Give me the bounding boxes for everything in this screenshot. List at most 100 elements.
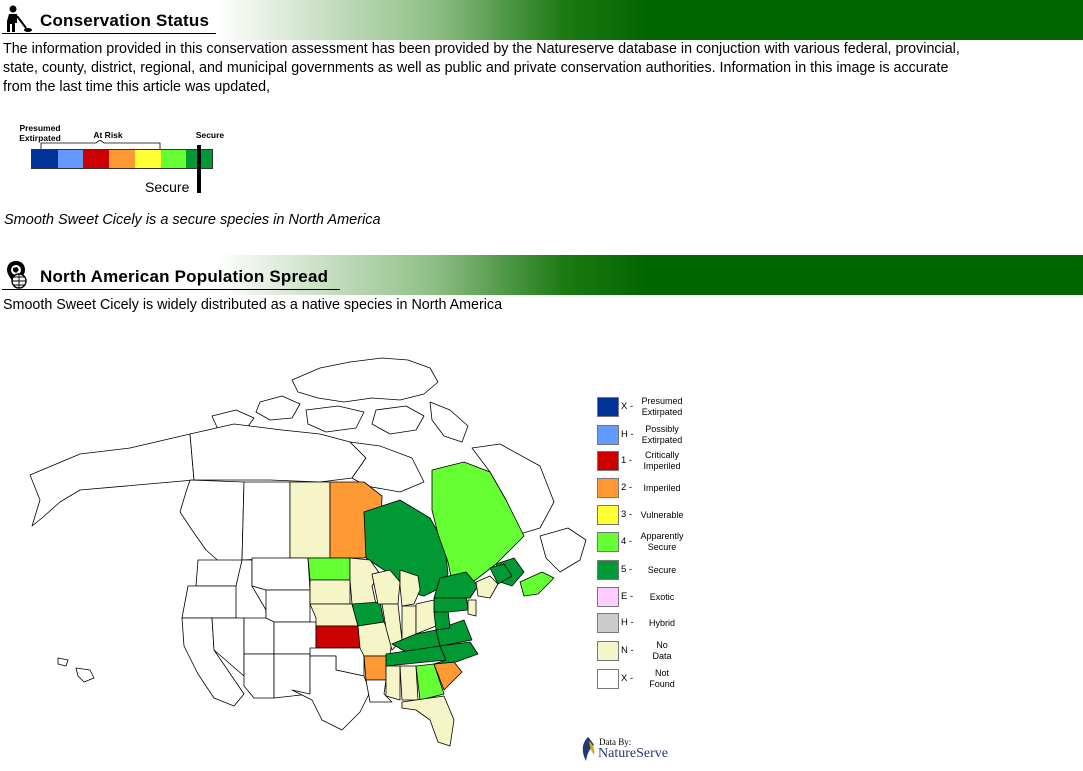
legend-desc: Vulnerable bbox=[640, 510, 684, 520]
region-new-jersey bbox=[467, 599, 477, 617]
legend-code: 3 - bbox=[621, 509, 633, 520]
region-new-mexico bbox=[273, 653, 311, 699]
region-newfoundland bbox=[539, 527, 587, 573]
region-montana bbox=[251, 557, 311, 591]
region-wisconsin bbox=[371, 569, 401, 605]
scale-color-bar bbox=[31, 149, 213, 169]
scale-segment bbox=[160, 150, 187, 168]
description-line: state, county, district, regional, and m… bbox=[3, 60, 949, 76]
region-minnesota bbox=[349, 557, 381, 605]
legend-item-apparently-secure: 4 - Apparently Secure bbox=[597, 531, 697, 553]
legend-desc: No Data bbox=[652, 640, 672, 661]
region-texas bbox=[291, 655, 371, 731]
region-alabama bbox=[399, 665, 419, 701]
region-new-york bbox=[433, 571, 479, 599]
region-nebraska bbox=[309, 603, 359, 627]
region-yukon-nwt-nunavut bbox=[189, 423, 367, 483]
scale-marker-label: Secure bbox=[145, 179, 190, 195]
region-nunavut-east bbox=[349, 441, 425, 493]
region-saskatchewan bbox=[289, 481, 331, 559]
legend-desc: Critically Imperiled bbox=[643, 450, 681, 471]
legend-desc: Not Found bbox=[649, 668, 675, 689]
legend-item-imperiled: 2 - Imperiled bbox=[597, 477, 697, 499]
scale-segment bbox=[109, 150, 135, 168]
conservation-status-title: Conservation Status bbox=[40, 11, 210, 30]
region-louisiana bbox=[365, 679, 393, 703]
legend-desc: Exotic bbox=[649, 592, 675, 602]
legend-swatch bbox=[597, 505, 619, 525]
scale-status-marker bbox=[197, 145, 201, 193]
legend-desc: Hybrid bbox=[648, 618, 675, 628]
legend-code: N - bbox=[621, 645, 634, 656]
legend-item-no-data: N - No Data bbox=[597, 640, 697, 662]
legend-code: 2 - bbox=[621, 482, 633, 493]
legend-desc: Apparently Secure bbox=[640, 531, 684, 552]
region-arizona bbox=[243, 653, 275, 699]
region-north-carolina bbox=[433, 641, 479, 665]
description-line: The information provided in this conserv… bbox=[3, 41, 960, 57]
legend-code: X - bbox=[621, 673, 634, 684]
scale-segment bbox=[83, 150, 110, 168]
status-sentence: Smooth Sweet Cicely is a secure species … bbox=[4, 212, 381, 228]
region-ohio bbox=[415, 599, 437, 635]
legend-code: 1 - bbox=[621, 455, 633, 466]
legend-item-presumed-extirpated: X - Presumed Extirpated bbox=[597, 396, 697, 418]
person-with-metal-detector-icon bbox=[7, 5, 32, 32]
region-kansas bbox=[315, 625, 361, 649]
legend-swatch bbox=[597, 669, 619, 689]
region-washington bbox=[195, 559, 243, 587]
legend-desc: Secure bbox=[647, 565, 677, 575]
legend-item-hybrid: H - Hybrid bbox=[597, 612, 697, 634]
region-wyoming bbox=[265, 589, 311, 623]
legend-item-critically-imperiled: 1 - Critically Imperiled bbox=[597, 450, 697, 472]
at-risk-bracket bbox=[40, 140, 161, 149]
legend-item-exotic: E - Exotic bbox=[597, 586, 697, 608]
description-line: from the last time this article was upda… bbox=[3, 79, 270, 95]
legend-swatch bbox=[597, 532, 619, 552]
north-america-distribution-map bbox=[29, 357, 587, 747]
legend-swatch bbox=[597, 613, 619, 633]
region-virginia bbox=[435, 619, 473, 647]
region-oregon bbox=[181, 585, 241, 619]
credit-name: NatureServe bbox=[598, 746, 668, 761]
legend-desc: Possibly Extirpated bbox=[641, 424, 683, 445]
conservation-status-underline bbox=[2, 33, 216, 34]
region-west-virginia bbox=[433, 609, 451, 631]
region-british-columbia bbox=[179, 479, 245, 565]
legend-item-not-found: X - Not Found bbox=[597, 668, 697, 690]
region-mississippi bbox=[385, 665, 401, 701]
legend-swatch bbox=[597, 478, 619, 498]
scale-segment bbox=[57, 150, 84, 168]
legend-swatch bbox=[597, 587, 619, 607]
credit-label: Data By: bbox=[599, 737, 632, 747]
legend-swatch bbox=[597, 641, 619, 661]
legend-item-possibly-extirpated: H - Possibly Extirpated bbox=[597, 424, 697, 446]
scale-label-presumed-extirpated: Presumed Extirpated bbox=[19, 123, 61, 143]
legend-code: E - bbox=[621, 591, 634, 602]
legend-code: 4 - bbox=[621, 536, 633, 547]
region-michigan bbox=[399, 569, 421, 607]
map-pin-globe-icon bbox=[7, 261, 27, 289]
natureserve-logo-icon bbox=[582, 737, 595, 761]
legend-code: H - bbox=[621, 617, 634, 628]
legend-code: H - bbox=[621, 429, 634, 440]
region-alaska bbox=[29, 433, 195, 527]
region-georgia bbox=[415, 663, 445, 701]
population-description: Smooth Sweet Cicely is widely distribute… bbox=[3, 297, 503, 313]
legend-swatch bbox=[597, 560, 619, 580]
scale-segment bbox=[32, 150, 58, 168]
region-north-dakota bbox=[307, 557, 351, 581]
population-spread-underline bbox=[2, 289, 340, 290]
population-spread-banner: North American Population Spread bbox=[0, 255, 1083, 295]
legend-swatch bbox=[597, 451, 619, 471]
scale-label-secure: Secure bbox=[195, 130, 225, 140]
region-quebec bbox=[431, 461, 525, 589]
legend-desc: Presumed Extirpated bbox=[641, 396, 683, 417]
region-alberta bbox=[241, 481, 291, 561]
scale-label-at-risk: At Risk bbox=[93, 130, 123, 140]
region-hawaii bbox=[57, 657, 95, 683]
legend-item-secure: 5 - Secure bbox=[597, 559, 697, 581]
region-maine bbox=[489, 563, 513, 585]
region-florida bbox=[401, 695, 455, 747]
region-south-dakota bbox=[309, 579, 351, 605]
